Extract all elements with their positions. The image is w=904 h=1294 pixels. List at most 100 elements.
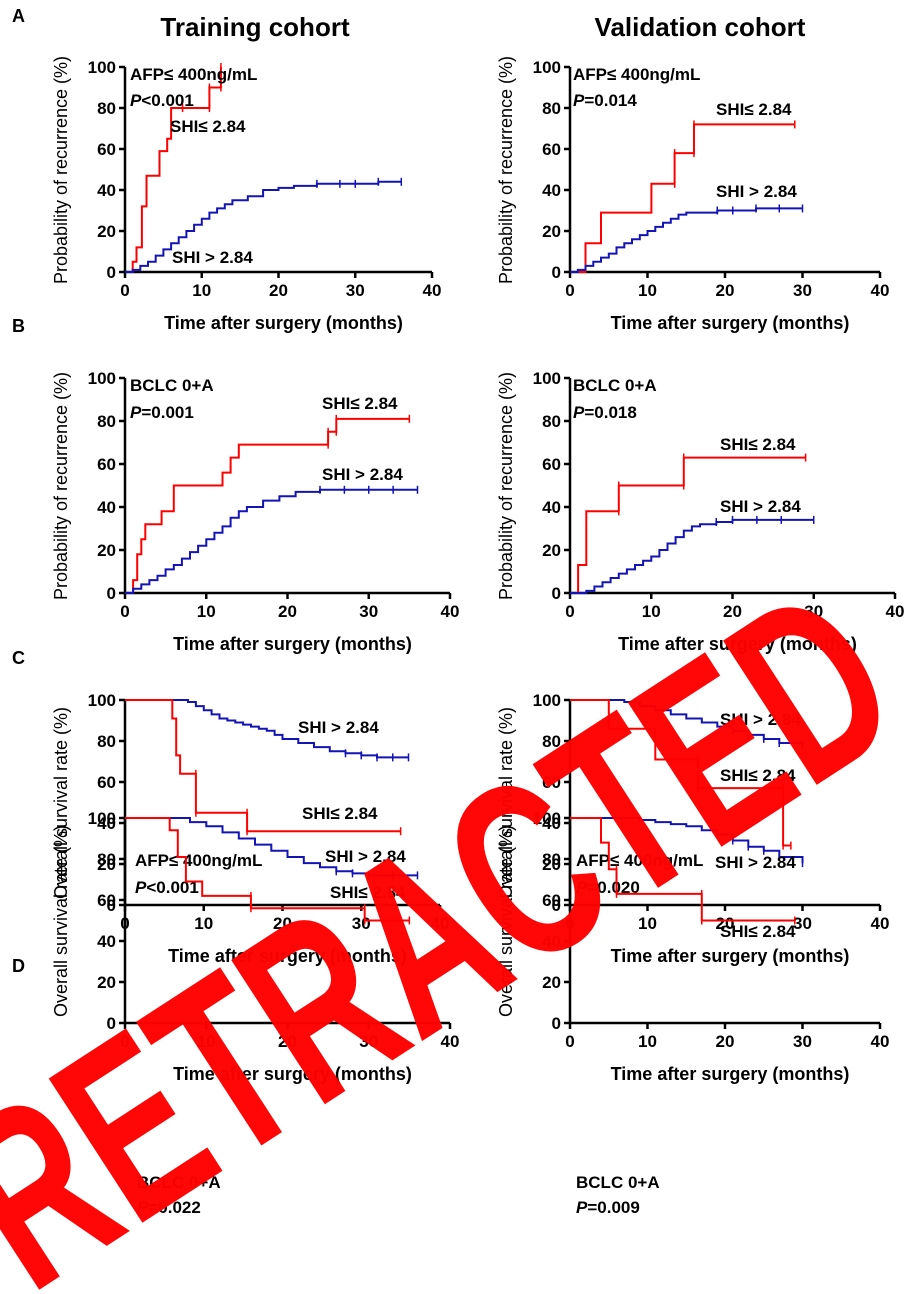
x-tick-label: 30: [804, 602, 823, 621]
series-line-shi-high: [570, 518, 814, 594]
x-tick-label: 20: [716, 914, 735, 933]
x-tick-label: 40: [871, 914, 890, 933]
series-label-shi-low: SHI≤ 2.84: [330, 883, 406, 902]
series-label-shi-low: SHI≤ 2.84: [720, 922, 796, 941]
p-value-label: P<0.001: [135, 878, 199, 897]
series-label-shi-low: SHI≤ 2.84: [720, 766, 796, 785]
y-tick-label: 0: [552, 584, 561, 603]
y-axis-label: Probability of recurrence (%): [496, 56, 516, 284]
row-label-b: B: [12, 316, 25, 336]
km-panel-b-validation: 0 20 40 60 80 100 0 10 20 30 40 Time after surgery …: [496, 369, 904, 654]
x-tick-label: 10: [638, 914, 657, 933]
y-tick-label: 80: [542, 99, 561, 118]
series-label-shi-high: SHI > 2.84: [325, 847, 406, 866]
series-label-shi-low: SHI≤ 2.84: [322, 394, 398, 413]
series-label-shi-high: SHI > 2.84: [298, 718, 379, 737]
x-tick-label: 40: [871, 281, 890, 300]
x-tick-label: 20: [278, 602, 297, 621]
y-tick-label: 40: [542, 814, 561, 833]
km-panel-a-validation: 0 20 40 60 80 100 0 10 20 30 40 Time after surgery …: [496, 56, 889, 333]
y-tick-label: 100: [533, 58, 561, 77]
p-value-label: P=0.018: [573, 403, 637, 422]
y-tick-label: 60: [97, 773, 116, 792]
y-tick-label: 0: [107, 1014, 116, 1033]
y-tick-label: 60: [97, 140, 116, 159]
p-value-label: P=0.001: [130, 403, 194, 422]
series-label-shi-low: SHI≤ 2.84: [720, 435, 796, 454]
y-axis-label: Overall survival rate (%): [51, 825, 71, 1017]
row-label-c: C: [12, 648, 25, 668]
y-tick-label: 20: [97, 222, 116, 241]
y-tick-label: 40: [542, 498, 561, 517]
series-label-shi-low: SHI≤ 2.84: [302, 804, 378, 823]
x-tick-label: 30: [359, 1032, 378, 1051]
x-axis-label: Time after surgery (months): [618, 634, 857, 654]
series-line-shi-low: [125, 417, 410, 594]
x-axis-label: Time after surgery (months): [611, 946, 850, 966]
x-axis-label: Time after surgery (months): [168, 946, 407, 966]
x-tick-label: 30: [352, 914, 371, 933]
retracted-watermark: RETRACTED: [0, 535, 904, 1294]
x-axis-label: Time after surgery (months): [611, 1064, 850, 1084]
series-label-shi-high: SHI > 2.84: [720, 497, 801, 516]
y-tick-label: 80: [97, 412, 116, 431]
series-line-shi-high: [125, 488, 418, 594]
x-tick-label: 20: [273, 914, 292, 933]
y-tick-label: 80: [542, 732, 561, 751]
subgroup-label: AFP≤ 400ng/mL: [135, 851, 262, 870]
y-tick-label: 100: [88, 809, 116, 828]
series-label-shi-high: SHI > 2.84: [716, 182, 797, 201]
y-tick-label: 80: [97, 732, 116, 751]
y-tick-label: 0: [552, 263, 561, 282]
x-tick-label: 40: [431, 914, 450, 933]
x-tick-label: 10: [194, 914, 213, 933]
x-tick-label: 30: [793, 281, 812, 300]
y-tick-label: 60: [542, 773, 561, 792]
x-tick-label: 20: [716, 281, 735, 300]
y-tick-label: 40: [542, 181, 561, 200]
subgroup-label: BCLC 0+A: [137, 1173, 221, 1192]
x-tick-label: 0: [120, 1032, 129, 1051]
p-value-label: P=0.014: [573, 91, 637, 110]
y-tick-label: 40: [97, 498, 116, 517]
y-tick-label: 20: [97, 973, 116, 992]
x-tick-label: 30: [359, 602, 378, 621]
y-axis-label: Overall survival rate (%): [51, 707, 71, 899]
y-tick-label: 0: [107, 896, 116, 915]
series-line-shi-high: [125, 180, 402, 273]
y-tick-label: 100: [533, 691, 561, 710]
y-tick-label: 20: [542, 855, 561, 874]
x-tick-label: 0: [565, 602, 574, 621]
series-label-shi-high: SHI > 2.84: [322, 465, 403, 484]
x-tick-label: 20: [269, 281, 288, 300]
x-tick-label: 30: [346, 281, 365, 300]
p-value-label: P=0.022: [137, 1198, 201, 1217]
x-tick-label: 10: [197, 1032, 216, 1051]
y-tick-label: 20: [542, 973, 561, 992]
y-tick-label: 40: [97, 932, 116, 951]
y-axis-label: Overall survival rate (%): [496, 825, 516, 1017]
y-tick-label: 100: [533, 809, 561, 828]
x-tick-label: 10: [642, 602, 661, 621]
x-tick-label: 0: [120, 602, 129, 621]
y-tick-label: 80: [97, 850, 116, 869]
y-tick-label: 0: [107, 263, 116, 282]
series-line-shi-low: [570, 817, 795, 922]
y-axis-label: Probability of recurrence (%): [51, 372, 71, 600]
series-label-shi-high: SHI > 2.84: [172, 248, 253, 267]
y-tick-label: 100: [533, 369, 561, 388]
y-tick-label: 100: [88, 369, 116, 388]
y-tick-label: 100: [88, 691, 116, 710]
subgroup-label: BCLC 0+A: [130, 376, 214, 395]
x-tick-label: 40: [871, 1032, 890, 1051]
x-tick-label: 40: [441, 1032, 460, 1051]
p-value-label: P=0.020: [576, 878, 640, 897]
y-tick-label: 0: [552, 896, 561, 915]
x-tick-label: 0: [120, 281, 129, 300]
km-panel-a-training: 0 20 40 60 80 100 0 10 20 30 40 Time after surgery …: [51, 56, 441, 333]
y-tick-label: 60: [97, 891, 116, 910]
series-label-shi-high: SHI > 2.84: [715, 853, 796, 872]
y-tick-label: 40: [97, 181, 116, 200]
